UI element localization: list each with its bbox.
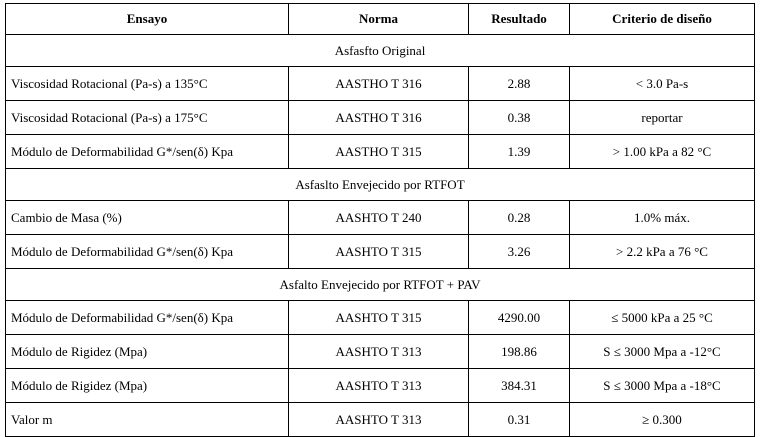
section-title: Asfaslto Envejecido por RTFOT: [5, 168, 755, 201]
cell-resultado: 0.28: [468, 200, 570, 235]
table-row: Módulo de Deformabilidad G*/sen(δ) Kpa A…: [5, 134, 755, 169]
cell-ensayo: Viscosidad Rotacional (Pa-s) a 175°C: [5, 100, 289, 135]
cell-norma: AASTHO T 315: [288, 134, 469, 169]
table-row: Módulo de Rigidez (Mpa) AASHTO T 313 384…: [5, 368, 755, 403]
cell-resultado: 198.86: [468, 334, 570, 369]
cell-norma: AASHTO T 315: [288, 300, 469, 335]
cell-ensayo: Módulo de Deformabilidad G*/sen(δ) Kpa: [5, 300, 289, 335]
cell-ensayo: Módulo de Deformabilidad G*/sen(δ) Kpa: [5, 234, 289, 269]
cell-resultado: 1.39: [468, 134, 570, 169]
cell-norma: AASHTO T 313: [288, 334, 469, 369]
cell-criterio: reportar: [569, 100, 755, 135]
section-row: Asfalto Envejecido por RTFOT + PAV: [5, 268, 755, 301]
cell-criterio: > 1.00 kPa a 82 °C: [569, 134, 755, 169]
header-row: Ensayo Norma Resultado Criterio de diseñ…: [5, 3, 755, 35]
table-row: Valor m AASHTO T 313 0.31 ≥ 0.300: [5, 402, 755, 437]
header-ensayo: Ensayo: [5, 3, 289, 35]
cell-norma: AASTHO T 316: [288, 100, 469, 135]
table-row: Viscosidad Rotacional (Pa-s) a 135°C AAS…: [5, 66, 755, 101]
table-row: Viscosidad Rotacional (Pa-s) a 175°C AAS…: [5, 100, 755, 135]
cell-resultado: 0.31: [468, 402, 570, 437]
header-criterio: Criterio de diseño: [569, 3, 755, 35]
header-norma: Norma: [288, 3, 469, 35]
cell-criterio: S ≤ 3000 Mpa a -18°C: [569, 368, 755, 403]
cell-criterio: > 2.2 kPa a 76 °C: [569, 234, 755, 269]
cell-criterio: S ≤ 3000 Mpa a -12°C: [569, 334, 755, 369]
cell-criterio: ≥ 0.300: [569, 402, 755, 437]
cell-criterio: 1.0% máx.: [569, 200, 755, 235]
header-resultado: Resultado: [468, 3, 570, 35]
cell-resultado: 3.26: [468, 234, 570, 269]
cell-criterio: < 3.0 Pa-s: [569, 66, 755, 101]
cell-norma: AASTHO T 316: [288, 66, 469, 101]
cell-resultado: 0.38: [468, 100, 570, 135]
cell-ensayo: Valor m: [5, 402, 289, 437]
table-row: Módulo de Deformabilidad G*/sen(δ) Kpa A…: [5, 300, 755, 335]
section-row: Asfasfto Original: [5, 34, 755, 67]
table-row: Cambio de Masa (%) AASHTO T 240 0.28 1.0…: [5, 200, 755, 235]
cell-resultado: 384.31: [468, 368, 570, 403]
cell-ensayo: Cambio de Masa (%): [5, 200, 289, 235]
cell-ensayo: Módulo de Rigidez (Mpa): [5, 334, 289, 369]
cell-norma: AASHTO T 313: [288, 402, 469, 437]
cell-criterio: ≤ 5000 kPa a 25 °C: [569, 300, 755, 335]
cell-resultado: 4290.00: [468, 300, 570, 335]
section-row: Asfaslto Envejecido por RTFOT: [5, 168, 755, 201]
cell-ensayo: Módulo de Rigidez (Mpa): [5, 368, 289, 403]
cell-norma: AASHTO T 315: [288, 234, 469, 269]
cell-ensayo: Viscosidad Rotacional (Pa-s) a 135°C: [5, 66, 289, 101]
table-row: Módulo de Deformabilidad G*/sen(δ) Kpa A…: [5, 234, 755, 269]
table-row: Módulo de Rigidez (Mpa) AASHTO T 313 198…: [5, 334, 755, 369]
cell-ensayo: Módulo de Deformabilidad G*/sen(δ) Kpa: [5, 134, 289, 169]
section-title: Asfasfto Original: [5, 34, 755, 67]
test-results-table: Ensayo Norma Resultado Criterio de diseñ…: [5, 3, 755, 437]
section-title: Asfalto Envejecido por RTFOT + PAV: [5, 268, 755, 301]
cell-resultado: 2.88: [468, 66, 570, 101]
cell-norma: AASHTO T 240: [288, 200, 469, 235]
cell-norma: AASHTO T 313: [288, 368, 469, 403]
